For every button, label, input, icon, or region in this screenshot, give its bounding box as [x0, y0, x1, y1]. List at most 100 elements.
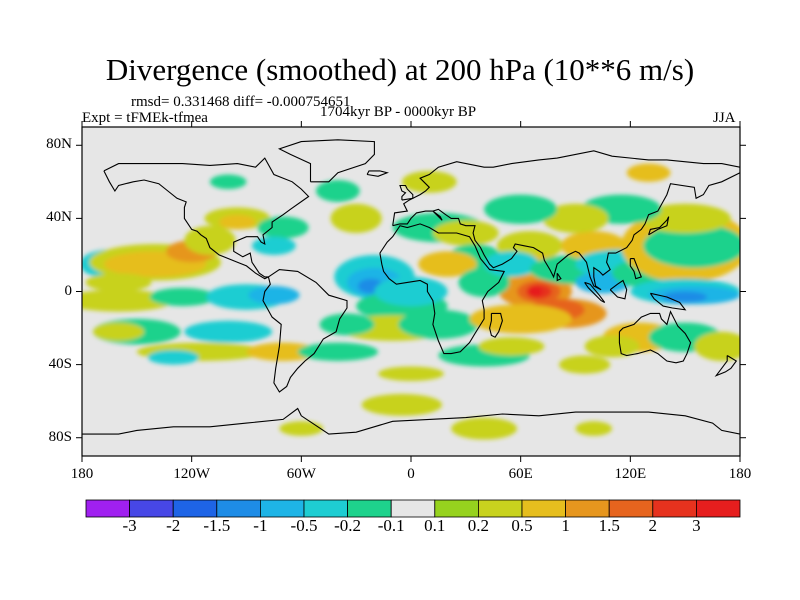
field-contour [694, 331, 740, 361]
coast-africa [379, 223, 506, 355]
coast-sri-lanka [556, 272, 562, 282]
field-contour [575, 421, 613, 436]
field-contour [469, 304, 572, 334]
field-contour [279, 421, 324, 436]
coast-british-isles [399, 184, 414, 201]
coast-sumatra [584, 281, 606, 303]
field-contour [147, 349, 199, 365]
colorbar-label: 1 [561, 516, 570, 535]
field-contour [418, 251, 477, 277]
x-tick-label: 180 [70, 466, 94, 482]
chart-title: Divergence (smoothed) at 200 hPa (10**6 … [105, 52, 695, 87]
field-contour [432, 220, 499, 246]
field-contour [458, 267, 510, 297]
experiment-label: Expt = tFMEk-tfmea [82, 110, 208, 126]
x-tick-label: 0 [407, 466, 415, 482]
field-contour [297, 342, 379, 361]
coast-new-guinea [649, 292, 687, 311]
field-contour [184, 225, 236, 255]
divergence-field [82, 163, 740, 440]
coast-antarctica [82, 407, 740, 435]
x-tick-label: 180 [728, 466, 752, 482]
field-contour [209, 174, 247, 190]
coast-borneo [609, 279, 628, 300]
field-contour [315, 180, 360, 202]
colorbar-swatch [521, 499, 566, 518]
colorbar [85, 499, 741, 518]
colorbar-swatch [129, 499, 174, 518]
field-layer [82, 163, 740, 440]
colorbar-swatch [608, 499, 654, 518]
field-contour [484, 194, 558, 224]
field-contour [319, 313, 375, 336]
colorbar-swatch [390, 499, 436, 518]
field-contour [559, 355, 611, 374]
field-contour [361, 393, 443, 416]
field-contour [639, 203, 731, 234]
colorbar-label: -1 [253, 516, 268, 535]
colorbar-swatch [216, 499, 261, 518]
field-contour [451, 417, 518, 440]
colorbar-label: 0.1 [424, 516, 446, 535]
field-contour [378, 366, 444, 382]
x-tick-label: 120E [614, 466, 647, 482]
coastlines [82, 139, 740, 435]
coast-madagascar [489, 312, 503, 338]
y-tick-label: 0 [64, 282, 73, 299]
colorbar-label: 3 [692, 516, 701, 535]
colorbar-label: -1.5 [203, 516, 231, 535]
field-contour [92, 322, 145, 341]
colorbar-swatch [172, 499, 218, 518]
colorbar-label: -3 [122, 516, 137, 535]
coast-north-america [103, 157, 310, 280]
y-tick-label: 40N [46, 209, 72, 226]
colorbar-label: -0.1 [377, 516, 405, 535]
coast-australia [618, 310, 692, 364]
field-contour [257, 216, 309, 239]
x-tick-label: 120W [173, 466, 210, 482]
field-contour [626, 163, 671, 182]
x-tick-label: 60E [508, 466, 533, 482]
stats-text: rmsd= 0.331468 diff= -0.000754651 [131, 94, 351, 110]
field-contour [251, 236, 296, 255]
field-contour [527, 286, 543, 297]
colorbar-label: 0.5 [511, 516, 533, 535]
coast-philippines [629, 258, 643, 280]
period-label: 1704kyr BP - 0000kyr BP [320, 104, 477, 120]
field-contour [149, 287, 216, 307]
field-contour [330, 203, 382, 234]
coast-eurasia [392, 150, 740, 291]
field-contour [219, 214, 256, 230]
field-contour [248, 286, 300, 305]
field-contour [184, 320, 273, 343]
colorbar-swatch [696, 499, 741, 518]
field-contour [85, 273, 152, 292]
colorbar-swatch [652, 499, 697, 518]
colorbar-swatch [565, 499, 610, 518]
coast-greenland [277, 139, 375, 183]
y-tick-label: 80N [46, 136, 72, 153]
colorbar-label: 1.5 [598, 516, 620, 535]
colorbar-swatch [347, 499, 392, 518]
y-tick-label: 80S [48, 428, 72, 445]
colorbar-label: -2 [166, 516, 181, 535]
field-contour [484, 251, 539, 277]
field-contour [246, 342, 320, 361]
y-tick-label: 40S [48, 355, 72, 372]
field-contour [584, 335, 640, 358]
coast-japan [648, 216, 670, 236]
coast-south-america [262, 269, 348, 393]
colorbar-swatch [303, 499, 348, 518]
field-contour [401, 170, 457, 193]
axis-ticks [76, 121, 746, 462]
field-contour [542, 203, 609, 234]
field-contour [374, 276, 448, 307]
colorbar-swatch [434, 499, 479, 518]
coast-iceland [366, 170, 390, 177]
colorbar-swatch [259, 499, 305, 518]
map-plot-area [82, 127, 740, 456]
colorbar-label: -0.2 [334, 516, 362, 535]
field-contour [478, 337, 545, 356]
colorbar-swatch [85, 499, 130, 518]
